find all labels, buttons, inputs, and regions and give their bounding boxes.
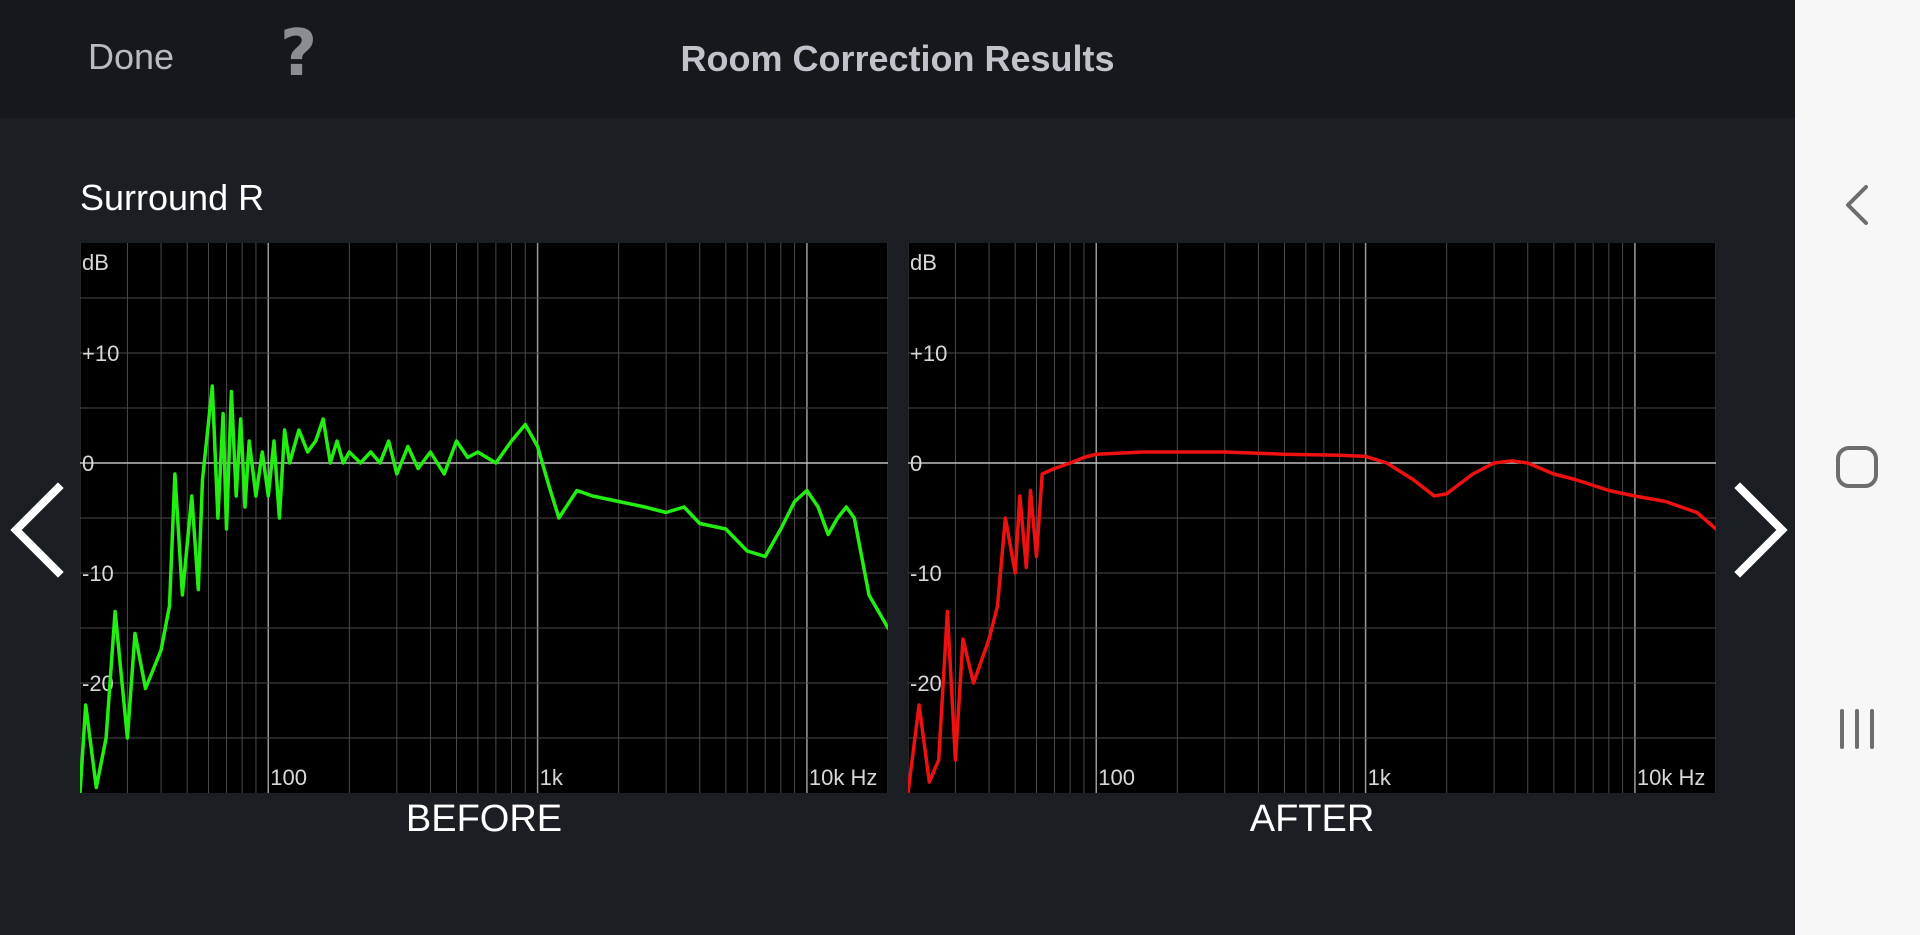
system-home-button[interactable] bbox=[1795, 427, 1920, 507]
recents-icon bbox=[1840, 709, 1874, 749]
y-tick-label: -10 bbox=[910, 561, 942, 586]
top-bar: Done ? Room Correction Results bbox=[0, 0, 1795, 118]
after-graph-label: AFTER bbox=[1249, 798, 1375, 840]
after-graph: dB +10 0 -10 -20 100 1k 10k Hz bbox=[908, 243, 1716, 793]
y-unit-label: dB bbox=[910, 250, 937, 275]
chevron-left-icon bbox=[10, 482, 64, 578]
before-graph-label: BEFORE bbox=[405, 798, 563, 840]
done-button[interactable]: Done bbox=[88, 36, 175, 77]
x-tick-label: 1k bbox=[540, 765, 564, 790]
x-tick-label: 10k Hz bbox=[1637, 765, 1705, 790]
y-unit-label: dB bbox=[82, 250, 109, 275]
x-tick-label: 100 bbox=[1098, 765, 1135, 790]
system-navigation-bar bbox=[1795, 0, 1920, 935]
system-recents-button[interactable] bbox=[1795, 689, 1920, 769]
chevron-right-icon bbox=[1734, 482, 1788, 578]
y-tick-label: +10 bbox=[910, 341, 947, 366]
back-icon bbox=[1846, 185, 1868, 225]
before-graph: dB +10 0 -10 -20 100 1k 10k Hz bbox=[80, 243, 888, 793]
app-window: Done ? Room Correction Results Surround … bbox=[0, 0, 1795, 840]
y-tick-label: -20 bbox=[910, 671, 942, 696]
x-tick-label: 100 bbox=[270, 765, 307, 790]
x-tick-label: 10k Hz bbox=[809, 765, 877, 790]
y-tick-label: 0 bbox=[910, 451, 922, 476]
system-back-button[interactable] bbox=[1795, 165, 1920, 245]
y-tick-label: 0 bbox=[82, 451, 94, 476]
channel-name: Surround R bbox=[80, 177, 265, 218]
after-chart-svg: dB +10 0 -10 -20 100 1k 10k Hz bbox=[908, 243, 1716, 793]
page-title: Room Correction Results bbox=[680, 38, 1115, 79]
home-icon bbox=[1836, 446, 1878, 488]
after-response-curve bbox=[908, 450, 1716, 793]
y-tick-label: +10 bbox=[82, 341, 119, 366]
before-response-curve bbox=[80, 384, 888, 793]
help-button[interactable]: ? bbox=[280, 17, 318, 91]
x-tick-label: 1k bbox=[1368, 765, 1392, 790]
next-channel-button[interactable] bbox=[1730, 480, 1790, 580]
previous-channel-button[interactable] bbox=[8, 480, 68, 580]
y-tick-label: -10 bbox=[82, 561, 114, 586]
